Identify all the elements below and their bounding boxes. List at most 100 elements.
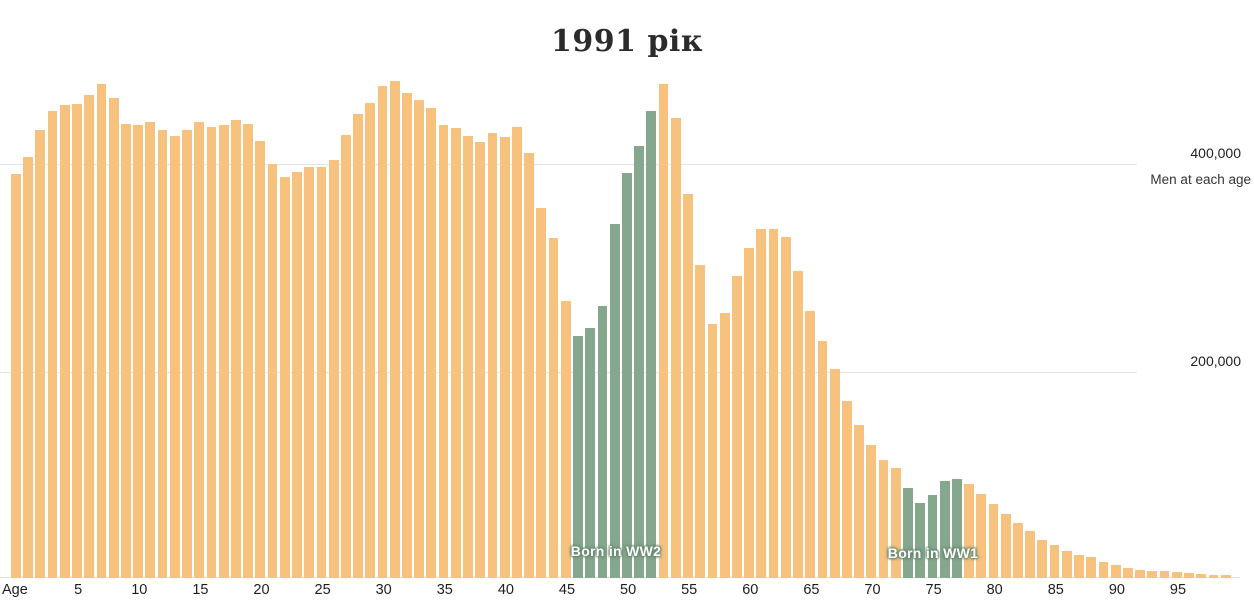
bar-age-58	[719, 312, 730, 578]
bar-age-40	[499, 137, 510, 578]
y-tick-label-400k: 400,000	[1190, 145, 1241, 161]
bar-age-62	[768, 228, 779, 578]
x-tick-65: 65	[803, 582, 820, 598]
x-tick-90: 90	[1108, 582, 1125, 598]
bars-container	[11, 58, 1233, 578]
bar-age-54	[670, 118, 681, 578]
bar-age-22	[279, 176, 290, 578]
bar-age-94	[1159, 571, 1170, 578]
chart-title: 1991 рік	[551, 24, 703, 59]
bar-age-84	[1037, 539, 1048, 578]
bar-age-10	[133, 124, 143, 578]
bar-age-78	[964, 484, 974, 578]
bar-age-53	[658, 84, 669, 578]
x-tick-75: 75	[925, 582, 942, 598]
bar-age-25	[316, 167, 327, 578]
x-tick-35: 35	[436, 582, 453, 598]
x-tick-95: 95	[1169, 582, 1187, 598]
bar-age-35	[438, 124, 449, 578]
bar-age-31	[389, 80, 400, 578]
bar-age-8	[108, 97, 119, 578]
bar-age-73	[903, 487, 913, 578]
x-tick-15: 15	[192, 582, 209, 598]
bar-age-87	[1074, 555, 1084, 578]
bar-age-51	[634, 146, 645, 578]
y-gridline-400k	[0, 164, 1137, 165]
bar-age-27	[340, 134, 351, 578]
bar-age-61	[756, 228, 767, 578]
bar-age-13	[169, 136, 180, 578]
bar-age-95	[1171, 572, 1182, 578]
bar-age-26	[328, 159, 339, 578]
x-tick-45: 45	[558, 582, 576, 598]
bar-age-0	[11, 174, 21, 578]
x-axis-baseline	[0, 577, 1240, 578]
bar-age-82	[1013, 522, 1023, 578]
x-tick-60: 60	[742, 582, 759, 598]
bar-age-1	[23, 156, 34, 578]
bar-age-83	[1025, 531, 1036, 578]
bar-age-17	[218, 124, 229, 578]
bar-age-2	[35, 129, 46, 578]
bar-age-18	[230, 120, 241, 578]
annotation-born-in-ww2: Born in WW2	[570, 543, 662, 559]
bar-age-36	[450, 127, 461, 578]
annotation-born-in-ww1: Born in WW1	[887, 545, 979, 561]
bar-age-7	[96, 84, 107, 578]
bar-age-67	[829, 368, 840, 578]
x-tick-85: 85	[1047, 582, 1064, 598]
bar-age-99	[1220, 575, 1231, 578]
bar-age-45	[560, 301, 571, 578]
bar-age-96	[1184, 573, 1194, 578]
bar-age-89	[1098, 562, 1109, 578]
bar-age-23	[292, 172, 302, 578]
bar-age-93	[1147, 571, 1158, 578]
bar-age-42	[524, 152, 535, 578]
bar-age-47	[585, 328, 596, 578]
y-axis-note: Men at each age	[1150, 172, 1251, 187]
x-tick-30: 30	[375, 582, 392, 598]
bar-age-65	[805, 310, 816, 578]
bar-age-38	[475, 142, 486, 578]
bar-age-75	[927, 494, 938, 578]
bar-age-16	[206, 126, 217, 578]
bar-age-3	[47, 111, 58, 578]
bar-age-15	[194, 122, 205, 578]
bar-age-9	[120, 123, 131, 578]
bar-age-91	[1123, 568, 1133, 578]
bar-age-12	[157, 129, 168, 578]
bar-age-98	[1208, 574, 1219, 578]
bar-age-69	[854, 425, 864, 578]
x-tick-5: 5	[74, 582, 83, 598]
bar-age-90	[1110, 565, 1121, 578]
bar-age-49	[609, 224, 620, 578]
bar-age-19	[243, 123, 253, 578]
x-axis-label: Age	[2, 582, 28, 598]
x-tick-55: 55	[681, 582, 698, 598]
bar-age-88	[1086, 557, 1097, 578]
bar-age-44	[548, 237, 559, 578]
bar-age-32	[402, 93, 412, 578]
bar-age-70	[866, 444, 877, 578]
bar-age-64	[793, 271, 803, 578]
x-tick-20: 20	[253, 582, 270, 598]
bar-age-86	[1061, 550, 1072, 578]
bar-age-76	[939, 481, 950, 578]
bar-age-34	[426, 107, 437, 578]
x-tick-10: 10	[131, 582, 148, 598]
bar-age-20	[255, 141, 266, 578]
bar-age-29	[365, 102, 376, 578]
bar-age-63	[780, 236, 791, 578]
x-tick-70: 70	[864, 582, 881, 598]
bar-age-77	[951, 479, 962, 578]
bar-age-50	[622, 173, 632, 578]
bar-age-14	[182, 129, 192, 578]
x-tick-40: 40	[497, 582, 514, 598]
bar-age-6	[84, 95, 95, 578]
bar-age-66	[817, 340, 828, 578]
bar-age-28	[353, 114, 363, 578]
bar-age-39	[487, 132, 498, 578]
bar-age-59	[731, 276, 742, 578]
